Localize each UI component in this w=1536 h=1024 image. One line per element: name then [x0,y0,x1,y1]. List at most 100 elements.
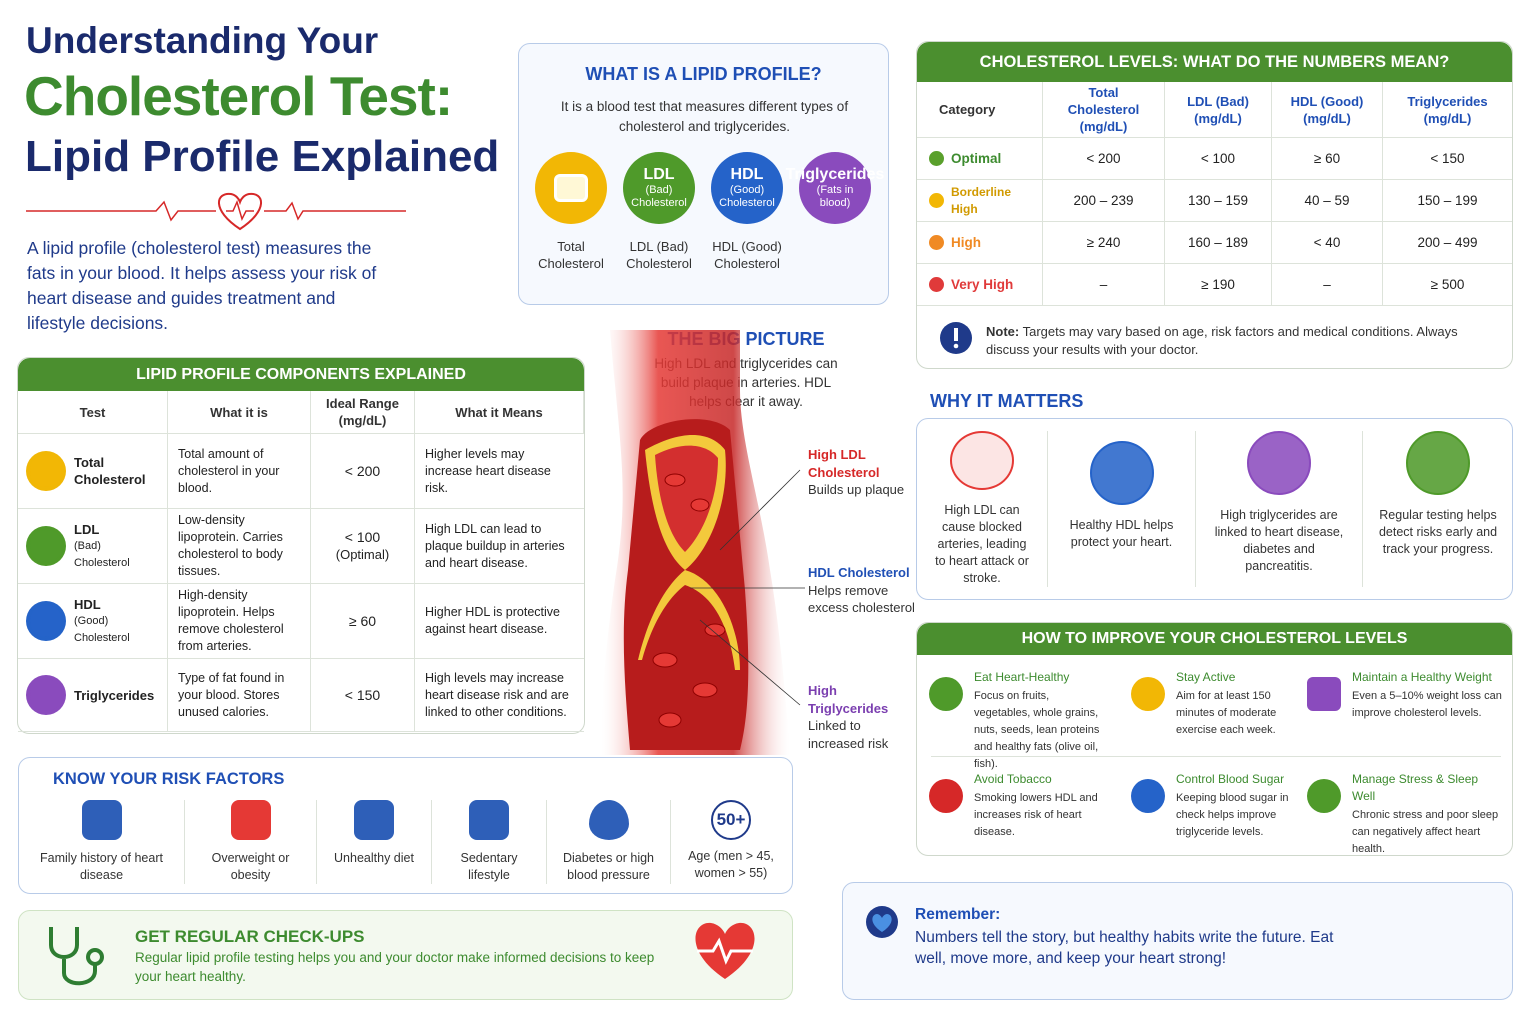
risk-icon [230,800,271,840]
lipid-label: Total Cholesterol [538,239,604,271]
why-item: High triglycerides are linked to heart d… [1196,431,1363,587]
risk-label: Diabetes or high blood pressure [562,851,655,882]
stethoscope-icon [49,927,104,986]
meaning-cell: High levels may increase heart disease r… [415,659,584,732]
title-line2: Cholesterol Test: [24,65,453,127]
improve-item-text: Smoking lowers HDL and increases risk of… [974,792,1098,838]
risk-icon [469,800,509,840]
callout: High LDL Cholesterol Builds up plaque [808,446,918,499]
level-cell: – [1272,264,1383,306]
what-cell: Low-density lipoprotein. Carries cholest… [168,509,311,584]
remember-card: Remember: Numbers tell the story, but he… [842,882,1513,1000]
improve-item-text: Keeping blood sugar in check helps impro… [1176,792,1289,838]
circle-title: Triglycerides [785,166,885,183]
risk-label: Age (men > 45, women > 55) [688,849,774,880]
lipid-label: LDL (Bad) Cholesterol [626,239,692,271]
level-cell: 200 – 239 [1043,180,1165,222]
risk-label: Overweight or obesity [211,851,290,882]
lipid-circle: Triglycerides (Fats in blood) [786,152,884,224]
heart-icon [695,922,755,979]
what-cell: Type of fat found in your blood. Stores … [168,659,311,732]
why-text: High triglycerides are linked to heart d… [1214,508,1344,573]
range-cell: < 200 [311,434,415,509]
lipid-profile-description: It is a blood test that measures differe… [560,99,849,134]
level-cell: < 100 [1165,138,1272,180]
improve-item-text: Focus on fruits, vegetables, whole grain… [974,690,1100,770]
range-cell: < 100 (Optimal) [311,509,415,584]
callouts: High LDL Cholesterol Builds up plaque HDL … [808,446,918,751]
checkups-text: Regular lipid profile testing helps you … [135,950,655,984]
level-cell: ≥ 500 [1383,264,1512,306]
intro: A lipid profile (cholesterol test) measu… [27,238,377,333]
test-name: LDL (Bad) Cholesterol [74,521,157,572]
range: < 200 [344,462,381,479]
range-note: (Optimal) [335,547,390,562]
header-cell: What it is [168,391,311,434]
meaning-cell: Higher HDL is protective against heart d… [415,584,584,659]
level-cell: 200 – 499 [1383,222,1512,264]
range: < 100 [344,529,381,545]
improve-card: HOW TO IMPROVE YOUR CHOLESTEROL LEVELS E… [916,622,1513,856]
risk-card: KNOW YOUR RISK FACTORS Family history of… [18,757,793,894]
levels-title: CHOLESTEROL LEVELS: WHAT DO THE NUMBERS … [917,42,1512,82]
circle-sub: (Good) Cholesterol [719,184,775,209]
improve-title: HOW TO IMPROVE YOUR CHOLESTEROL LEVELS [917,623,1512,655]
test-sub: (Bad) Cholesterol [74,539,130,569]
heartbeat [26,192,406,231]
improve-icon [1307,779,1341,813]
why-icon [1089,441,1154,505]
category-cell: Optimal [917,138,1043,180]
improve-item-text: Aim for at least 150 minutes of moderate… [1176,690,1277,736]
test-title: LDL [74,521,100,537]
risk-item: Overweight or obesity [185,800,317,884]
checkups-card: GET REGULAR CHECK-UPS Regular lipid prof… [18,910,793,1000]
improve-icon [929,677,963,711]
header-cell: LDL (Bad) (mg/dL) [1165,82,1272,138]
improve-item: Manage Stress & Sleep Well Chronic stress… [1352,771,1502,858]
components-title: LIPID PROFILE COMPONENTS EXPLAINED [18,358,584,391]
note: Note: Targets may vary based on age, ris… [986,323,1496,359]
range-cell: ≥ 60 [311,584,415,659]
test-cell: LDL (Bad) Cholesterol [18,509,168,584]
improve-item: Avoid Tobacco Smoking lowers HDL and incr… [974,771,1104,841]
level-cell: 160 – 189 [1165,222,1272,264]
category: Optimal [951,151,1002,166]
risk-icon [588,800,629,840]
meaning-cell: Higher levels may increase heart disease… [415,434,584,509]
artery-illustration [601,330,805,755]
test-name: Total Cholesterol [74,454,157,488]
test-title: Total Cholesterol [74,455,146,487]
levels-card: CHOLESTEROL LEVELS: WHAT DO THE NUMBERS … [916,41,1513,369]
lipid-profile-card: WHAT IS A LIPID PROFILE? It is a blood t… [518,43,889,305]
risk-item: 50+ Age (men > 45, women > 55) [671,800,791,884]
title-line3: Lipid Profile Explained [25,132,500,181]
category-cell: Borderline High [917,180,1043,222]
callout: HDL Cholesterol Helps remove excess chole… [808,564,918,617]
why-text: Regular testing helps detect risks early… [1378,508,1498,556]
divider [931,756,1501,757]
improve-item: Eat Heart-Healthy Focus on fruits, vegeta… [974,669,1104,773]
header-cell: Total Cholesterol (mg/dL) [1043,82,1165,138]
test-title: HDL [74,596,101,612]
category-cell: Very High [917,264,1043,306]
improve-item-title: Eat Heart-Healthy [974,670,1070,684]
range: < 150 [344,686,381,703]
range-cell: < 150 [311,659,415,732]
level-cell: ≥ 60 [1272,138,1383,180]
risk-item: Family history of heart disease [19,800,185,884]
callout-title: High LDL Cholesterol [808,447,880,480]
callout-text: Builds up plaque [808,482,905,497]
why-item: High LDL can cause blocked arteries, lea… [917,431,1048,587]
improve-item-text: Even a 5–10% weight loss can improve cho… [1352,690,1502,719]
title-line1: Understanding Your [26,20,379,61]
meaning-cell: High LDL can lead to plaque buildup in a… [415,509,584,584]
category-dot [929,193,944,208]
improve-item-title: Maintain a Healthy Weight [1352,670,1492,684]
why-icon [1406,431,1470,495]
lipid-profile-title: WHAT IS A LIPID PROFILE? [585,64,822,84]
test-badge [26,451,66,491]
level-cell: 130 – 159 [1165,180,1272,222]
components-card: LIPID PROFILE COMPONENTS EXPLAINED Test W… [17,357,585,734]
risk-icon [354,800,394,840]
